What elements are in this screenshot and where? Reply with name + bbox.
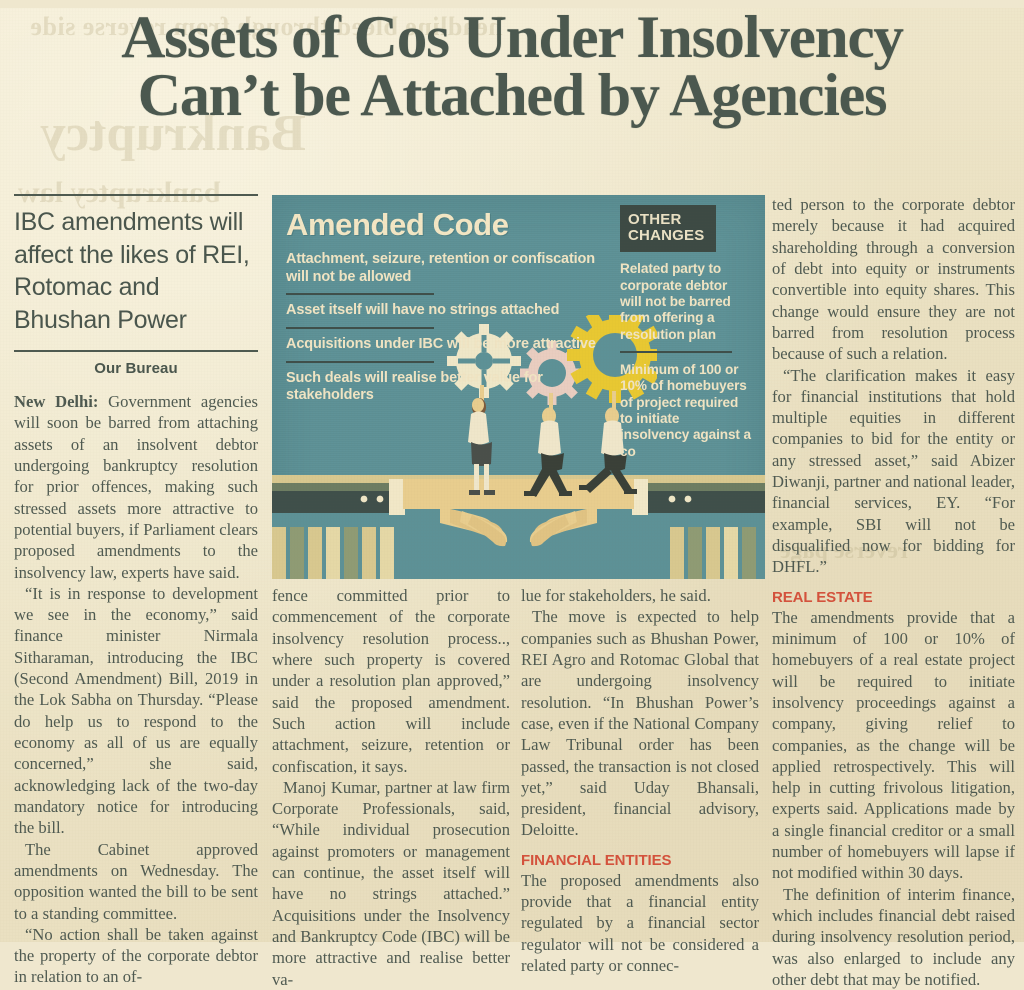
infographic-left-text: Amended Code Attachment, seizure, retent…	[286, 207, 616, 405]
subhead-financial-entities: FINANCIAL ENTITIES	[521, 851, 672, 869]
column-4: ted person to the corporate debtor merel…	[772, 194, 1015, 990]
byline: Our Bureau	[94, 360, 178, 377]
paragraph: The Cabinet approved amendments on Wedne…	[14, 839, 258, 923]
column-1-body: New Delhi: Government agencies will soon…	[14, 391, 258, 988]
column-1: IBC amendments will affect the likes of …	[14, 194, 258, 988]
other-changes-heading: OTHER CHANGES	[620, 205, 716, 253]
infographic-point: Attachment, seizure, retention or confis…	[286, 251, 595, 285]
article-deck: IBC amendments will affect the likes of …	[14, 208, 250, 334]
paragraph-text: Government agencies will soon be barred …	[14, 392, 258, 582]
column-2: fence committed prior to commencement of…	[272, 585, 510, 990]
infographic-point: Such deals will realise better value for…	[286, 369, 543, 404]
other-changes-heading-line-2: CHANGES	[628, 227, 705, 245]
paragraph: The move is expected to help companies s…	[521, 607, 759, 840]
dateline: New Delhi:	[14, 392, 99, 411]
column-3-body: lue for stakeholders, he said. The move …	[521, 585, 759, 841]
infographic-title: Amended Code	[286, 207, 509, 242]
divider	[286, 327, 434, 330]
column-3-body-2: The proposed amendments also provide tha…	[521, 870, 759, 977]
paragraph: “The clarification makes it easy for fin…	[772, 365, 1015, 577]
figure-2	[524, 393, 572, 497]
subhead-real-estate: REAL ESTATE	[772, 588, 873, 606]
rule-above-byline	[14, 350, 258, 352]
other-changes-point: Related party to corporate debtor will n…	[620, 261, 731, 342]
paragraph: fence committed prior to commencement of…	[272, 586, 510, 776]
paragraph: ted person to the corporate debtor merel…	[772, 195, 1015, 364]
column-3: lue for stakeholders, he said. The move …	[521, 585, 759, 976]
other-changes-point: Minimum of 100 or 10% of homebuyers of p…	[620, 361, 751, 459]
headline-line-2: Can’t be Attached by Agencies	[137, 62, 888, 129]
paragraph: The definition of interim finance, which…	[772, 884, 1015, 989]
divider	[620, 350, 732, 353]
paragraph: New Delhi: Government agencies will soon…	[14, 391, 258, 583]
page-title: Assets of Cos Under Insolvency Can’t be …	[12, 7, 1012, 129]
paragraph: “No action shall be taken against the pr…	[14, 924, 258, 987]
infographic-panel: Amended Code Attachment, seizure, retent…	[272, 195, 765, 579]
paragraph: The proposed amendments also provide tha…	[521, 870, 759, 975]
paragraph: The amendments provide that a minimum of…	[772, 607, 1015, 883]
column-4-body-2: The amendments provide that a minimum of…	[772, 607, 1015, 990]
infographic-point: Asset itself will have no strings attach…	[286, 302, 560, 319]
paragraph: lue for stakeholders, he said.	[521, 586, 711, 605]
gear-carriers-illustration	[447, 315, 657, 497]
column-2-body: fence committed prior to commencement of…	[272, 585, 510, 990]
headline-line-1: Assets of Cos Under Insolvency	[121, 4, 904, 70]
other-changes-block: OTHER CHANGES Related party to corporate…	[620, 205, 752, 460]
divider	[286, 293, 434, 296]
rule-above-deck	[14, 194, 258, 196]
other-changes-heading-line-1: OTHER	[628, 211, 682, 228]
column-4-body: ted person to the corporate debtor merel…	[772, 194, 1015, 578]
newspaper-page: Assets of Cos Under Insolvency Can’t be …	[0, 7, 1024, 989]
divider	[286, 360, 434, 363]
paragraph: “It is in response to development we see…	[14, 583, 258, 838]
figure-3	[579, 391, 637, 494]
infographic-point: Acquisitions under IBC will be more attr…	[286, 336, 596, 353]
paragraph: Manoj Kumar, partner at law firm Corpora…	[272, 777, 510, 989]
figure-1	[468, 385, 495, 495]
